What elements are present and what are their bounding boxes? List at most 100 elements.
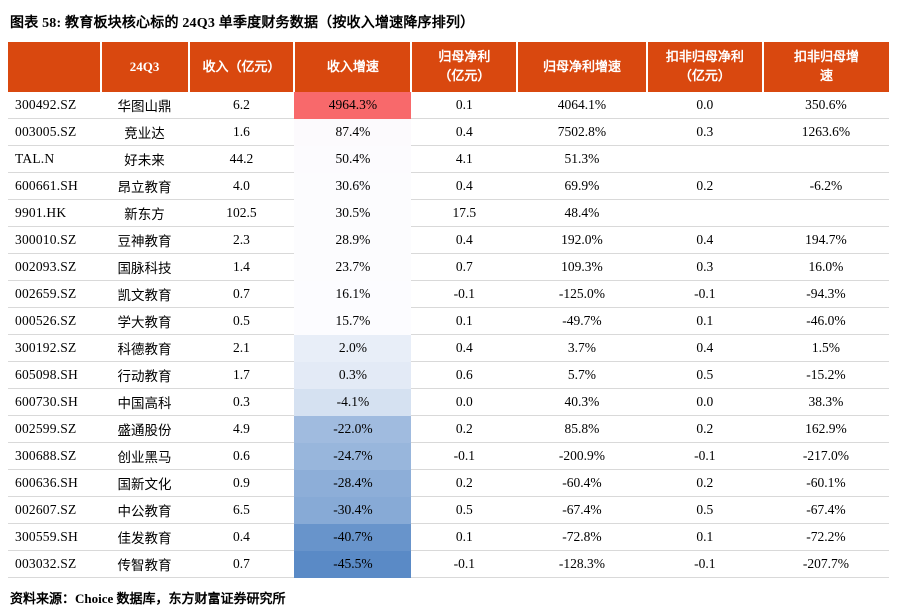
net-profit-cell: 0.4 bbox=[411, 172, 518, 200]
net-profit-cell: 0.2 bbox=[411, 469, 518, 497]
stock-code-cell: 600636.SH bbox=[8, 469, 101, 497]
net-profit-cell: 0.0 bbox=[411, 388, 518, 416]
nonrecurring-growth-cell: -72.2% bbox=[762, 523, 889, 551]
header-row: 24Q3 收入（亿元） 收入增速 归母净利 （亿元） 归母净利增速 扣非归母净利 bbox=[8, 42, 889, 92]
nonrecurring-profit-cell: 0.2 bbox=[646, 469, 763, 497]
net-profit-cell: 0.1 bbox=[411, 92, 518, 119]
net-profit-growth-cell: -49.7% bbox=[517, 307, 647, 335]
stock-code-cell: 002599.SZ bbox=[8, 415, 101, 443]
stock-code-cell: 300492.SZ bbox=[8, 92, 101, 119]
net-profit-growth-cell: 85.8% bbox=[517, 415, 647, 443]
header-label: 归母净利增速 bbox=[542, 58, 621, 74]
company-name-cell: 学大教育 bbox=[100, 307, 189, 335]
stock-code-cell: 002659.SZ bbox=[8, 280, 101, 308]
revenue-growth-cell: -40.7% bbox=[294, 523, 412, 551]
stock-code-cell: 600661.SH bbox=[8, 172, 101, 200]
company-name-cell: 盛通股份 bbox=[100, 415, 189, 443]
table-row: 300192.SZ 科德教育 2.1 2.0% 0.4 3.7% 0.4 1.5… bbox=[8, 334, 889, 362]
net-profit-growth-cell: 109.3% bbox=[517, 253, 647, 281]
header-cell-net-profit: 归母净利 （亿元） bbox=[411, 42, 519, 92]
revenue-growth-cell: -28.4% bbox=[294, 469, 412, 497]
revenue-growth-cell: 15.7% bbox=[294, 307, 412, 335]
header-cell-nonrecurring-profit: 扣非归母净利 （亿元） bbox=[646, 42, 764, 92]
revenue-cell: 1.6 bbox=[188, 118, 295, 146]
revenue-cell: 0.6 bbox=[188, 442, 295, 470]
revenue-growth-cell: -45.5% bbox=[294, 550, 412, 578]
net-profit-cell: 17.5 bbox=[411, 199, 518, 227]
revenue-growth-cell: -4.1% bbox=[294, 388, 412, 416]
nonrecurring-growth-cell: 38.3% bbox=[762, 388, 889, 416]
revenue-cell: 1.4 bbox=[188, 253, 295, 281]
revenue-growth-cell: 4964.3% bbox=[294, 92, 412, 119]
revenue-cell: 0.9 bbox=[188, 469, 295, 497]
header-cell-revenue-growth: 收入增速 bbox=[294, 42, 413, 92]
revenue-growth-cell: -24.7% bbox=[294, 442, 412, 470]
nonrecurring-profit-cell: 0.4 bbox=[646, 226, 763, 254]
revenue-cell: 2.1 bbox=[188, 334, 295, 362]
stock-code-cell: 300688.SZ bbox=[8, 442, 101, 470]
nonrecurring-growth-cell bbox=[762, 145, 889, 173]
net-profit-growth-cell: -60.4% bbox=[517, 469, 647, 497]
revenue-cell: 4.0 bbox=[188, 172, 295, 200]
nonrecurring-growth-cell: -6.2% bbox=[762, 172, 889, 200]
stock-code-cell: 300559.SH bbox=[8, 523, 101, 551]
nonrecurring-growth-cell: -15.2% bbox=[762, 361, 889, 389]
table-row: 600636.SH 国新文化 0.9 -28.4% 0.2 -60.4% 0.2… bbox=[8, 469, 889, 497]
nonrecurring-profit-cell bbox=[646, 199, 763, 227]
net-profit-cell: -0.1 bbox=[411, 280, 518, 308]
net-profit-growth-cell: 4064.1% bbox=[517, 92, 647, 119]
header-cell-revenue: 收入（亿元） bbox=[188, 42, 296, 92]
nonrecurring-growth-cell bbox=[762, 199, 889, 227]
net-profit-growth-cell: 69.9% bbox=[517, 172, 647, 200]
net-profit-growth-cell: 7502.8% bbox=[517, 118, 647, 146]
table-header: 24Q3 收入（亿元） 收入增速 归母净利 （亿元） 归母净利增速 扣非归母净利 bbox=[8, 42, 889, 92]
net-profit-growth-cell: 192.0% bbox=[517, 226, 647, 254]
stock-code-cell: 000526.SZ bbox=[8, 307, 101, 335]
net-profit-growth-cell: -200.9% bbox=[517, 442, 647, 470]
company-name-cell: 新东方 bbox=[100, 199, 189, 227]
stock-code-cell: 002607.SZ bbox=[8, 496, 101, 524]
net-profit-cell: 0.4 bbox=[411, 118, 518, 146]
stock-code-cell: TAL.N bbox=[8, 145, 101, 173]
nonrecurring-profit-cell: 0.2 bbox=[646, 172, 763, 200]
revenue-cell: 0.7 bbox=[188, 280, 295, 308]
company-name-cell: 传智教育 bbox=[100, 550, 189, 578]
header-label: 收入增速 bbox=[326, 58, 379, 74]
company-name-cell: 豆神教育 bbox=[100, 226, 189, 254]
net-profit-growth-cell: -67.4% bbox=[517, 496, 647, 524]
company-name-cell: 行动教育 bbox=[100, 361, 189, 389]
nonrecurring-growth-cell: -217.0% bbox=[762, 442, 889, 470]
header-label: 扣非归母增 bbox=[793, 49, 859, 65]
table-row: 002599.SZ 盛通股份 4.9 -22.0% 0.2 85.8% 0.2 … bbox=[8, 415, 889, 443]
revenue-growth-cell: 30.5% bbox=[294, 199, 412, 227]
net-profit-growth-cell: 40.3% bbox=[517, 388, 647, 416]
nonrecurring-growth-cell: -46.0% bbox=[762, 307, 889, 335]
stock-code-cell: 003032.SZ bbox=[8, 550, 101, 578]
net-profit-cell: -0.1 bbox=[411, 442, 518, 470]
table-row: 300559.SH 佳发教育 0.4 -40.7% 0.1 -72.8% 0.1… bbox=[8, 523, 889, 551]
stock-code-cell: 605098.SH bbox=[8, 361, 101, 389]
header-label: 速 bbox=[819, 68, 833, 83]
company-name-cell: 中国高科 bbox=[100, 388, 189, 416]
revenue-growth-cell: -22.0% bbox=[294, 415, 412, 443]
table-row: 002659.SZ 凯文教育 0.7 16.1% -0.1 -125.0% -0… bbox=[8, 280, 889, 308]
table-row: 600661.SH 昂立教育 4.0 30.6% 0.4 69.9% 0.2 -… bbox=[8, 172, 889, 200]
nonrecurring-profit-cell: 0.3 bbox=[646, 118, 763, 146]
revenue-growth-cell: 2.0% bbox=[294, 334, 412, 362]
revenue-growth-cell: 23.7% bbox=[294, 253, 412, 281]
nonrecurring-growth-cell: -67.4% bbox=[762, 496, 889, 524]
nonrecurring-growth-cell: -94.3% bbox=[762, 280, 889, 308]
revenue-cell: 6.2 bbox=[188, 92, 295, 119]
company-name-cell: 国脉科技 bbox=[100, 253, 189, 281]
table-row: 300688.SZ 创业黑马 0.6 -24.7% -0.1 -200.9% -… bbox=[8, 442, 889, 470]
header-label: 扣非归母净利 bbox=[665, 49, 744, 65]
revenue-growth-cell: 0.3% bbox=[294, 361, 412, 389]
table-row: 300492.SZ 华图山鼎 6.2 4964.3% 0.1 4064.1% 0… bbox=[8, 92, 889, 119]
stock-code-cell: 9901.HK bbox=[8, 199, 101, 227]
nonrecurring-growth-cell: 350.6% bbox=[762, 92, 889, 119]
stock-code-cell: 600730.SH bbox=[8, 388, 101, 416]
company-name-cell: 创业黑马 bbox=[100, 442, 189, 470]
stock-code-cell: 003005.SZ bbox=[8, 118, 101, 146]
revenue-growth-cell: -30.4% bbox=[294, 496, 412, 524]
